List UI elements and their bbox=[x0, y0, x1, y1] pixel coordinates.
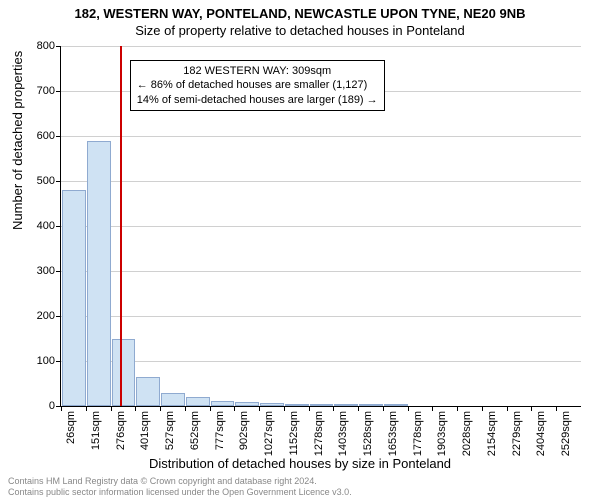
histogram-bar bbox=[334, 404, 358, 406]
ytick-label: 700 bbox=[15, 85, 55, 97]
xtick-label: 1653sqm bbox=[387, 411, 399, 461]
xtick-mark bbox=[284, 406, 285, 411]
annotation-line1: 182 WESTERN WAY: 309sqm bbox=[137, 64, 378, 78]
gridline bbox=[61, 316, 581, 317]
xtick-mark bbox=[482, 406, 483, 411]
histogram-bar bbox=[62, 190, 86, 406]
xtick-mark bbox=[457, 406, 458, 411]
ytick-mark bbox=[56, 271, 61, 272]
xtick-label: 1778sqm bbox=[412, 411, 424, 461]
xtick-label: 777sqm bbox=[214, 411, 226, 461]
ytick-label: 100 bbox=[15, 355, 55, 367]
xtick-label: 2028sqm bbox=[461, 411, 473, 461]
xtick-label: 1152sqm bbox=[288, 411, 300, 461]
ytick-mark bbox=[56, 181, 61, 182]
ytick-mark bbox=[56, 136, 61, 137]
xtick-label: 527sqm bbox=[164, 411, 176, 461]
footer-attribution: Contains HM Land Registry data © Crown c… bbox=[8, 476, 352, 498]
xtick-mark bbox=[259, 406, 260, 411]
ytick-label: 200 bbox=[15, 310, 55, 322]
ytick-label: 600 bbox=[15, 130, 55, 142]
xtick-label: 1528sqm bbox=[362, 411, 374, 461]
gridline bbox=[61, 181, 581, 182]
ytick-label: 300 bbox=[15, 265, 55, 277]
xtick-label: 652sqm bbox=[189, 411, 201, 461]
xtick-label: 1903sqm bbox=[436, 411, 448, 461]
histogram-bar bbox=[112, 339, 136, 407]
xtick-label: 902sqm bbox=[238, 411, 250, 461]
xtick-label: 401sqm bbox=[139, 411, 151, 461]
xtick-mark bbox=[507, 406, 508, 411]
xtick-label: 2529sqm bbox=[560, 411, 572, 461]
xtick-mark bbox=[333, 406, 334, 411]
histogram-bar bbox=[136, 377, 160, 406]
ytick-mark bbox=[56, 91, 61, 92]
xtick-mark bbox=[358, 406, 359, 411]
ytick-label: 0 bbox=[15, 400, 55, 412]
chart-area: 010020030040050060070080026sqm151sqm276s… bbox=[60, 46, 580, 406]
ytick-mark bbox=[56, 226, 61, 227]
xtick-label: 2404sqm bbox=[535, 411, 547, 461]
xtick-mark bbox=[556, 406, 557, 411]
ytick-mark bbox=[56, 361, 61, 362]
reference-line bbox=[120, 46, 122, 406]
xtick-mark bbox=[61, 406, 62, 411]
histogram-bar bbox=[285, 404, 309, 406]
xtick-label: 276sqm bbox=[115, 411, 127, 461]
histogram-bar bbox=[359, 404, 383, 406]
xtick-mark bbox=[86, 406, 87, 411]
annotation-line2: ← 86% of detached houses are smaller (1,… bbox=[137, 78, 378, 92]
xtick-mark bbox=[135, 406, 136, 411]
page-subtitle: Size of property relative to detached ho… bbox=[0, 21, 600, 38]
ytick-mark bbox=[56, 46, 61, 47]
annotation-line3: 14% of semi-detached houses are larger (… bbox=[137, 93, 378, 107]
xtick-label: 2279sqm bbox=[511, 411, 523, 461]
gridline bbox=[61, 46, 581, 47]
gridline bbox=[61, 271, 581, 272]
histogram-bar bbox=[161, 393, 185, 407]
xtick-mark bbox=[309, 406, 310, 411]
xtick-mark bbox=[160, 406, 161, 411]
histogram-bar bbox=[186, 397, 210, 406]
xtick-label: 151sqm bbox=[90, 411, 102, 461]
x-axis-label: Distribution of detached houses by size … bbox=[0, 456, 600, 471]
gridline bbox=[61, 136, 581, 137]
xtick-mark bbox=[234, 406, 235, 411]
xtick-mark bbox=[531, 406, 532, 411]
xtick-label: 1278sqm bbox=[313, 411, 325, 461]
footer-line2: Contains public sector information licen… bbox=[8, 487, 352, 498]
footer-line1: Contains HM Land Registry data © Crown c… bbox=[8, 476, 352, 487]
xtick-mark bbox=[185, 406, 186, 411]
histogram-bar bbox=[384, 404, 408, 406]
ytick-label: 400 bbox=[15, 220, 55, 232]
annotation-box: 182 WESTERN WAY: 309sqm← 86% of detached… bbox=[130, 60, 385, 111]
xtick-mark bbox=[111, 406, 112, 411]
histogram-bar bbox=[310, 404, 334, 406]
page-title: 182, WESTERN WAY, PONTELAND, NEWCASTLE U… bbox=[0, 0, 600, 21]
histogram-bar bbox=[235, 402, 259, 407]
xtick-mark bbox=[210, 406, 211, 411]
xtick-label: 1027sqm bbox=[263, 411, 275, 461]
gridline bbox=[61, 361, 581, 362]
histogram-bar bbox=[87, 141, 111, 407]
histogram-bar bbox=[211, 401, 235, 406]
chart-container: 182, WESTERN WAY, PONTELAND, NEWCASTLE U… bbox=[0, 0, 600, 500]
xtick-label: 1403sqm bbox=[337, 411, 349, 461]
ytick-mark bbox=[56, 316, 61, 317]
gridline bbox=[61, 226, 581, 227]
ytick-label: 800 bbox=[15, 40, 55, 52]
xtick-label: 2154sqm bbox=[486, 411, 498, 461]
xtick-mark bbox=[408, 406, 409, 411]
xtick-mark bbox=[383, 406, 384, 411]
histogram-bar bbox=[260, 403, 284, 406]
plot-region: 010020030040050060070080026sqm151sqm276s… bbox=[60, 46, 581, 407]
xtick-label: 26sqm bbox=[65, 411, 77, 461]
ytick-label: 500 bbox=[15, 175, 55, 187]
xtick-mark bbox=[432, 406, 433, 411]
